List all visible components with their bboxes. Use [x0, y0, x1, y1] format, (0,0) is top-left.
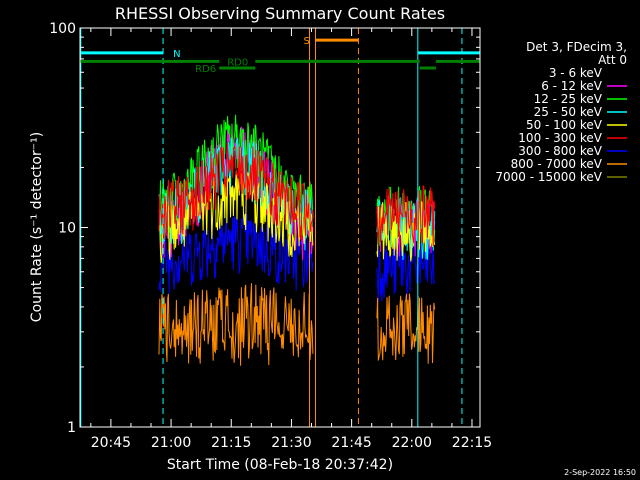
y-axis-label: Count Rate (s⁻¹ detector⁻¹) — [29, 132, 45, 322]
x-tick-label: 21:30 — [271, 435, 311, 451]
legend-entry-label: 100 - 300 keV — [518, 131, 602, 145]
legend-entry-label: 25 - 50 keV — [534, 105, 603, 119]
plot-area: N S RD0 RD6 — [80, 28, 480, 427]
legend-header-line1: Det 3, FDecim 3, — [526, 40, 627, 54]
legend-entry-label: 6 - 12 keV — [541, 79, 603, 93]
legend-entry-label: 7000 - 15000 keV — [495, 170, 602, 184]
x-tick-label: 21:00 — [151, 435, 191, 451]
footer-date: 2-Sep-2022 16:50 — [564, 468, 636, 477]
y-tick-label: 1 — [67, 420, 76, 436]
legend-entry-label: 12 - 25 keV — [534, 92, 603, 106]
x-tick-label: 20:45 — [91, 435, 131, 451]
x-axis-label: Start Time (08-Feb-18 20:37:42) — [167, 457, 393, 473]
series-trace — [158, 283, 436, 366]
y-tick-label: 10 — [58, 221, 76, 237]
x-tick-label: 21:45 — [331, 435, 371, 451]
y-tick-label: 100 — [49, 21, 76, 37]
x-tick-label: 22:00 — [392, 435, 432, 451]
flag-bar-label: RD6 — [195, 64, 216, 75]
flag-bar-label: N — [173, 49, 180, 60]
legend-entry-label: 3 - 6 keV — [549, 66, 603, 80]
flag-bar-label: S — [303, 36, 309, 47]
series-trace — [158, 143, 436, 249]
chart-title: RHESSI Observing Summary Count Rates — [115, 4, 445, 23]
legend-entry-label: 300 - 800 keV — [518, 144, 602, 158]
x-tick-label: 21:15 — [211, 435, 251, 451]
legend-header-line2: Att 0 — [598, 53, 627, 67]
axes: 20:45 21:00 21:15 21:30 21:45 22:00 22:15 1 10 10… — [49, 21, 492, 451]
x-tick-label: 22:15 — [452, 435, 492, 451]
legend-entry-label: 50 - 100 keV — [526, 118, 603, 132]
legend-entry-label: 800 - 7000 keV — [511, 157, 603, 171]
series-trace — [158, 170, 436, 264]
flag-bar-label: RD0 — [227, 57, 248, 68]
